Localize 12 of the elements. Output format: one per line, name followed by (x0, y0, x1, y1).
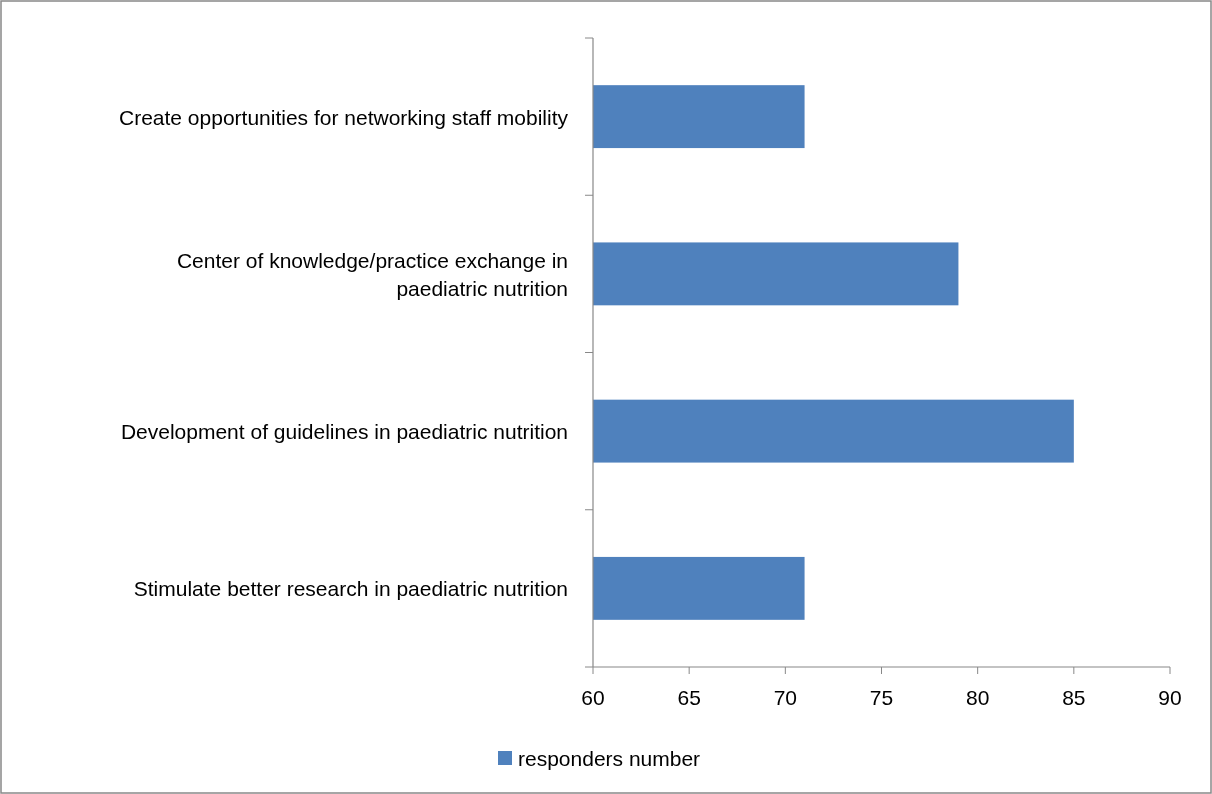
x-tick-label: 60 (581, 686, 605, 709)
y-tick-label: Create opportunities for networking staff mobility (119, 105, 569, 129)
x-tick-label: 75 (869, 686, 894, 709)
x-tick-label: 70 (773, 686, 798, 709)
y-tick-label: Stimulate better research in paediatric nutrition (133, 577, 568, 601)
x-tick-label: 90 (1158, 686, 1182, 709)
legend-label: responders number (518, 747, 701, 770)
x-tick-label: 85 (1062, 686, 1086, 709)
x-tick-label: 65 (677, 686, 701, 709)
y-tick-label: Center of knowledge/practice exchange in paediatric nutrition (176, 248, 568, 300)
x-tick-label: 80 (965, 686, 990, 709)
y-tick-label: Development of guidelines in paediatric nutrition (120, 420, 568, 444)
